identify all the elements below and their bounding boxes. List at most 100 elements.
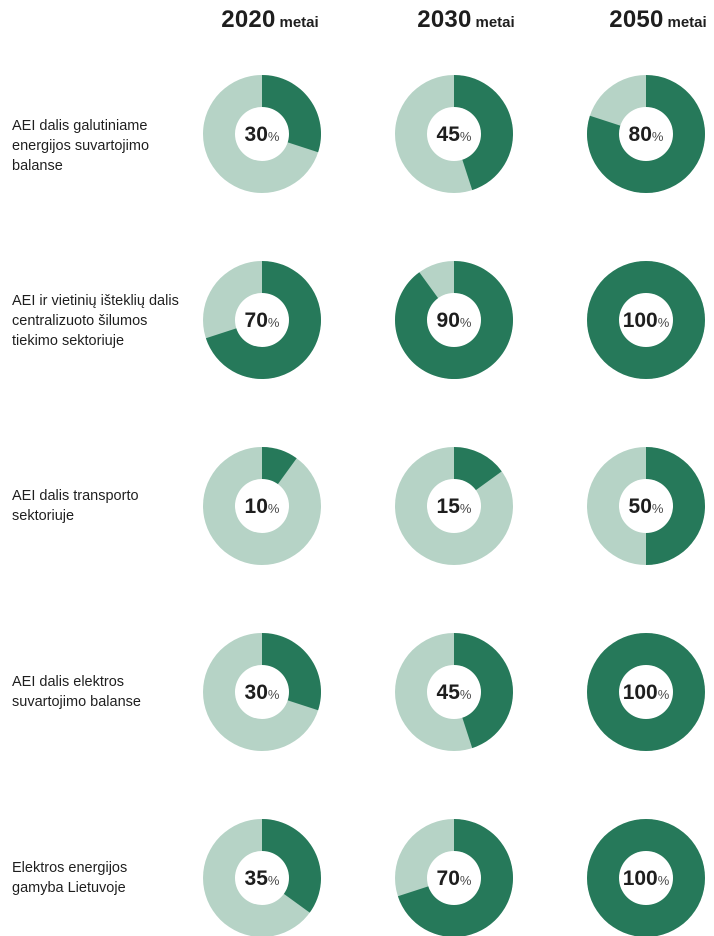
donut-percent-sign: % (460, 873, 472, 888)
donut-hole (235, 851, 289, 905)
row-label: AEI dalis elektros suvartojimo balanse (12, 672, 202, 712)
donut-2050-row-3: 50% (587, 447, 705, 565)
row-label-line: Elektros energijos (12, 860, 128, 876)
year-header-unit: metai (279, 14, 319, 31)
row-label-line: gamyba Lietuvoje (12, 880, 126, 896)
donut-percent-sign: % (268, 129, 280, 144)
donut-2020-row-5: 35% (203, 819, 321, 936)
year-header-unit: metai (475, 14, 515, 31)
donut-hole (427, 851, 481, 905)
donut-value: 80 (629, 123, 652, 146)
donut-value: 45 (437, 123, 461, 146)
donut-value: 100 (623, 867, 658, 890)
donut-percent-sign: % (268, 873, 280, 888)
year-header-2020: 2020 metai (185, 6, 355, 34)
row-label-line: balanse (12, 158, 63, 174)
donut-value: 50 (629, 495, 652, 518)
donut-value: 30 (245, 681, 268, 704)
donut-hole (427, 107, 481, 161)
donut-hole (427, 665, 481, 719)
row-label: AEI ir vietinių išteklių dalis centralizu… (12, 291, 202, 351)
donut-percent-sign: % (460, 501, 472, 516)
row-label-line: tiekimo sektoriuje (12, 333, 125, 349)
donut-value-label: 10% (245, 495, 280, 518)
row-label: Elektros energijos gamyba Lietuvoje (12, 858, 202, 898)
row-label-line: suvartojimo balanse (12, 694, 141, 710)
donut-hole (235, 665, 289, 719)
donut-value-label: 100% (623, 867, 670, 890)
year-header-year: 2050 (609, 6, 664, 33)
donut-value: 10 (245, 495, 268, 518)
donut-percent-sign: % (460, 687, 472, 702)
donut-value: 70 (245, 309, 268, 332)
row-label: AEI dalis galutiniame energijos suvartoji… (12, 116, 202, 176)
donut-2020-row-4: 30% (203, 633, 321, 751)
donut-percent-sign: % (658, 315, 670, 330)
donut-2020-row-1: 30% (203, 75, 321, 193)
donut-2030-row-3: 15% (395, 447, 513, 565)
donut-value-label: 35% (245, 867, 280, 890)
donut-percent-sign: % (460, 315, 472, 330)
row-label: AEI dalis transporto sektoriuje (12, 486, 202, 526)
donut-value: 35 (245, 867, 269, 890)
donut-value-label: 100% (623, 309, 670, 332)
donut-2030-row-5: 70% (395, 819, 513, 936)
donut-2050-row-4: 100% (587, 633, 705, 751)
donut-hole (619, 293, 673, 347)
donut-hole (619, 479, 673, 533)
donut-value-label: 30% (245, 681, 280, 704)
donut-percent-sign: % (268, 501, 280, 516)
donut-percent-sign: % (460, 129, 472, 144)
year-header-year: 2030 (417, 6, 472, 33)
donut-value: 90 (437, 309, 460, 332)
year-header-year: 2020 (221, 6, 276, 33)
donut-share (454, 75, 513, 191)
donut-value-label: 100% (623, 681, 670, 704)
donut-2030-row-1: 45% (395, 75, 513, 193)
donut-value: 100 (623, 681, 658, 704)
donut-value: 15 (437, 495, 461, 518)
donut-value-label: 70% (437, 867, 472, 890)
donut-hole (235, 293, 289, 347)
row-label-line: AEI ir vietinių išteklių dalis (12, 293, 179, 309)
donut-value-label: 80% (629, 123, 664, 146)
donut-percent-sign: % (658, 873, 670, 888)
donut-hole (619, 107, 673, 161)
row-label-line: sektoriuje (12, 508, 75, 524)
donut-hole (235, 107, 289, 161)
donut-share (646, 447, 705, 565)
year-header-2030: 2030 metai (381, 6, 551, 34)
year-header-unit: metai (667, 14, 707, 31)
donut-value-label: 15% (437, 495, 472, 518)
donut-2030-row-2: 90% (395, 261, 514, 379)
donut-percent-sign: % (658, 687, 670, 702)
donut-value: 45 (437, 681, 461, 704)
donut-value-label: 90% (437, 309, 472, 332)
donut-hole (235, 479, 289, 533)
donut-value-label: 70% (245, 309, 280, 332)
donut-2030-row-4: 45% (395, 633, 513, 751)
row-label-line: AEI dalis galutiniame (12, 118, 148, 134)
row-label-line: energijos suvartojimo (12, 138, 150, 154)
row-label-line: centralizuoto šilumos (12, 313, 148, 329)
donut-value-label: 30% (245, 123, 280, 146)
donut-hole (427, 293, 481, 347)
donut-share (454, 633, 513, 749)
donut-2020-row-3: 10% (203, 447, 321, 565)
donut-share (262, 819, 321, 913)
donut-2050-row-2: 100% (587, 261, 705, 379)
donut-value-label: 45% (437, 123, 472, 146)
donut-hole (619, 851, 673, 905)
donut-2050-row-5: 100% (587, 819, 705, 936)
donut-value-label: 45% (437, 681, 472, 704)
donut-2050-row-1: 80% (587, 75, 706, 193)
donut-2020-row-2: 70% (203, 261, 322, 379)
donut-value: 100 (623, 309, 658, 332)
donut-hole (427, 479, 481, 533)
donut-value: 70 (437, 867, 460, 890)
donut-percent-sign: % (268, 315, 280, 330)
donut-hole (619, 665, 673, 719)
row-label-line: AEI dalis transporto (12, 488, 139, 504)
donut-value: 30 (245, 123, 268, 146)
